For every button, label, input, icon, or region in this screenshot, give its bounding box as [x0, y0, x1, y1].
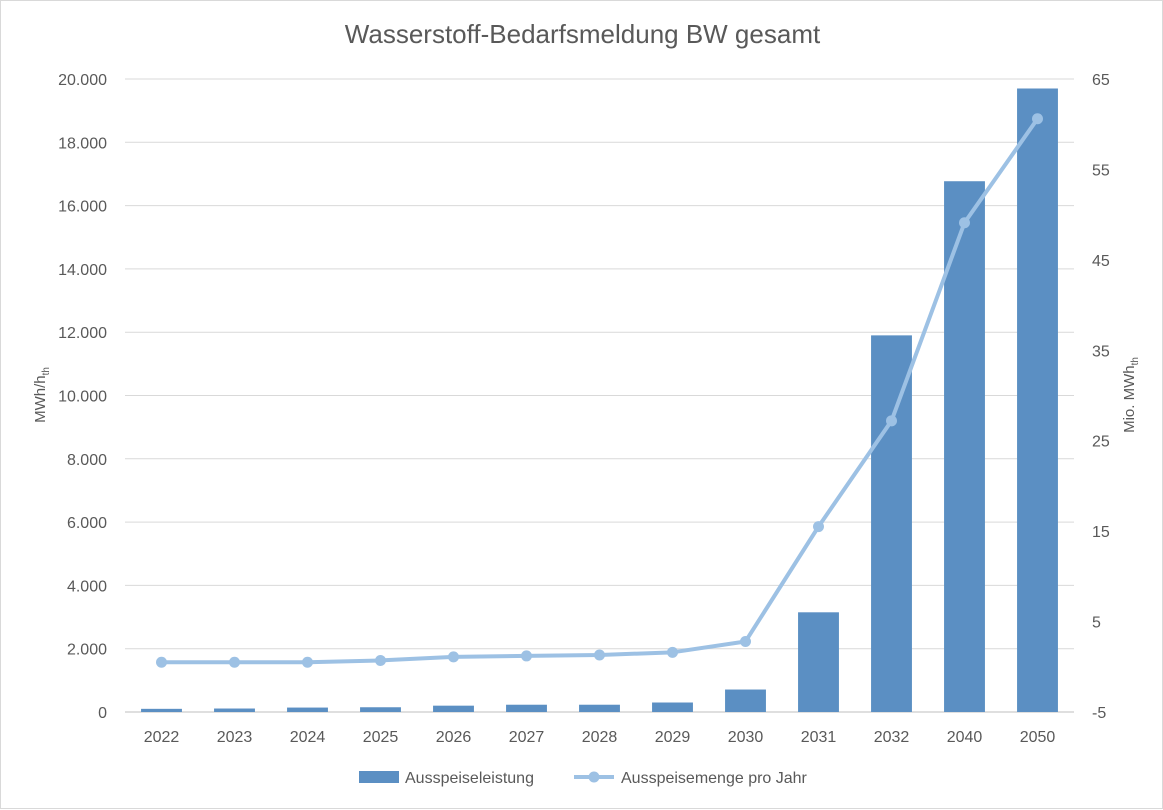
bar: [1017, 88, 1058, 713]
gridlines: [125, 78, 1074, 713]
x-tick-label: 2026: [436, 729, 472, 746]
line-point: [156, 656, 167, 668]
chart-title: Wasserstoff-Bedarfsmeldung BW gesamt: [344, 19, 821, 49]
legend-line-marker: [588, 771, 600, 783]
left-tick-label: 16.000: [58, 199, 107, 216]
line-point: [1032, 113, 1043, 125]
bar: [871, 335, 912, 712]
right-tick-label: 5: [1092, 615, 1101, 632]
x-tick-label: 2032: [874, 729, 910, 746]
bar: [433, 705, 474, 712]
left-tick-label: 6.000: [67, 515, 107, 532]
line-point: [959, 217, 970, 229]
line-point: [448, 651, 459, 663]
left-tick-label: 0: [98, 705, 107, 722]
left-tick-label: 10.000: [58, 389, 107, 406]
x-axis-ticks: 2022 2023 2024 2025 2026 2027 2028 2029 2030 2031…: [144, 729, 1056, 746]
line-point: [886, 415, 897, 427]
bar: [360, 707, 401, 712]
line-point: [740, 635, 751, 647]
x-tick-label: 2025: [363, 729, 399, 746]
bar: [141, 708, 182, 712]
x-tick-label: 2028: [582, 729, 618, 746]
bar: [944, 181, 985, 713]
left-tick-label: 2.000: [67, 642, 107, 659]
right-tick-label: 15: [1092, 524, 1110, 541]
right-tick-label: 55: [1092, 162, 1110, 179]
right-axis-ticks: -5 5 15 25 35 45 55 65: [1092, 72, 1110, 722]
right-tick-label: 45: [1092, 253, 1110, 270]
line-point: [594, 649, 605, 661]
line-point: [521, 650, 532, 662]
x-tick-label: 2023: [217, 729, 253, 746]
line-point: [667, 646, 678, 658]
x-tick-label: 2030: [728, 729, 764, 746]
legend-line-label: Ausspeisemenge pro Jahr: [621, 770, 808, 787]
line-series: [156, 113, 1043, 668]
bar: [652, 702, 693, 712]
line-point: [813, 521, 824, 533]
right-tick-label: 25: [1092, 434, 1110, 451]
right-tick-label: 35: [1092, 343, 1110, 360]
x-tick-label: 2024: [290, 729, 326, 746]
x-tick-label: 2022: [144, 729, 180, 746]
bar: [214, 708, 255, 712]
right-tick-label: -5: [1092, 705, 1106, 722]
line-point: [375, 654, 386, 666]
left-axis-label: MWh/hth: [32, 367, 52, 423]
bar: [798, 612, 839, 712]
legend-bar-label: Ausspeiseleistung: [405, 770, 534, 787]
right-tick-label: 65: [1092, 72, 1110, 89]
x-tick-label: 2031: [801, 729, 837, 746]
left-tick-label: 12.000: [58, 325, 107, 342]
left-tick-label: 4.000: [67, 578, 107, 595]
left-tick-label: 8.000: [67, 452, 107, 469]
x-tick-label: 2029: [655, 729, 691, 746]
x-tick-label: 2040: [947, 729, 983, 746]
x-tick-label: 2050: [1020, 729, 1056, 746]
left-axis-ticks: 0 2.000 4.000 6.000 8.000 10.000 12.000 14.000 1…: [58, 72, 107, 722]
line-point: [302, 656, 313, 668]
legend-bar-swatch: [359, 771, 399, 783]
bar: [506, 704, 547, 712]
left-tick-label: 20.000: [58, 72, 107, 89]
bar-series: [141, 88, 1058, 713]
bar: [579, 704, 620, 712]
right-axis-label: Mio. MWhth: [1121, 357, 1141, 433]
x-tick-label: 2027: [509, 729, 545, 746]
bar: [287, 707, 328, 712]
line-point: [229, 656, 240, 668]
legend: Ausspeiseleistung Ausspeisemenge pro Jah…: [359, 770, 808, 787]
left-tick-label: 18.000: [58, 135, 107, 152]
bar: [725, 689, 766, 712]
left-tick-label: 14.000: [58, 262, 107, 279]
